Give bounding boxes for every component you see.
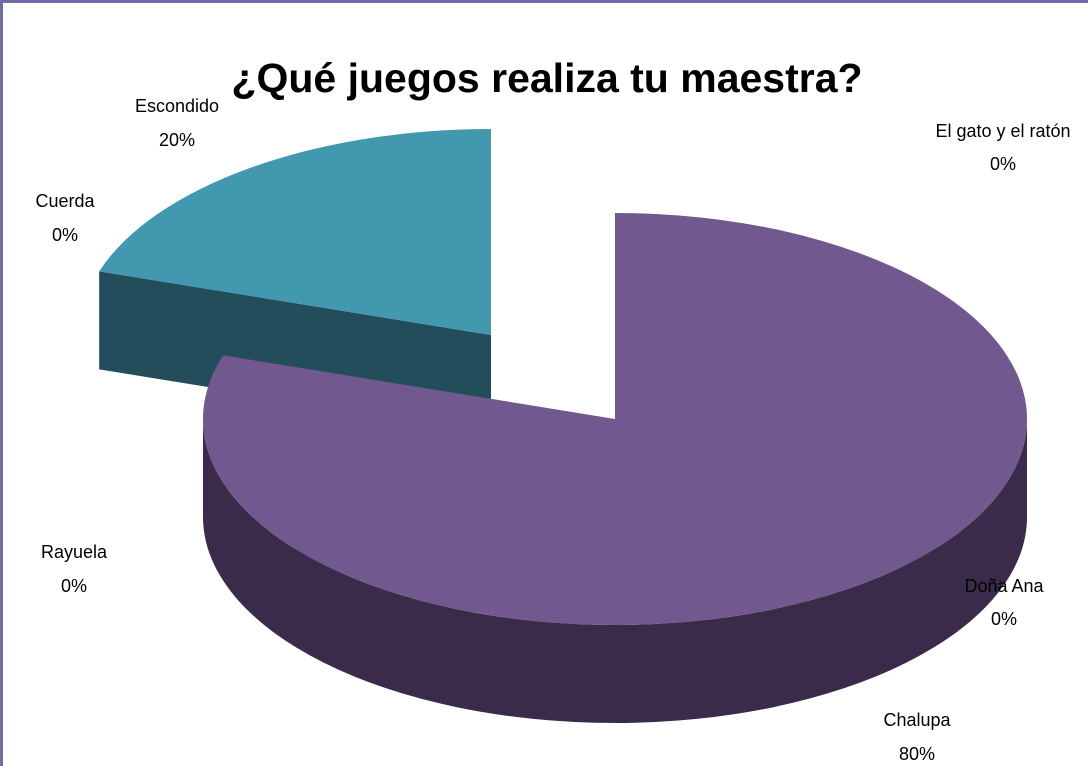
- label-cuerda: Cuerda: [35, 191, 95, 211]
- label-chalupa: Chalupa: [883, 710, 951, 730]
- pct-chalupa: 80%: [899, 744, 935, 764]
- slice-side-chalupa: [203, 419, 1027, 723]
- pct-cuerda: 0%: [52, 225, 78, 245]
- label-dona-ana: Doña Ana: [964, 576, 1044, 596]
- pie-chart: ¿Qué juegos realiza tu maestra? El gato …: [35, 55, 1070, 764]
- label-el-gato-y-el-raton: El gato y el ratón: [935, 121, 1070, 141]
- pct-rayuela: 0%: [61, 576, 87, 596]
- chart-title: ¿Qué juegos realiza tu maestra?: [231, 55, 862, 101]
- slice-escondido: [99, 129, 491, 335]
- slice-chalupa: [203, 213, 1027, 625]
- label-rayuela: Rayuela: [41, 542, 108, 562]
- pct-el-gato-y-el-raton: 0%: [990, 154, 1016, 174]
- pct-escondido: 20%: [159, 130, 195, 150]
- label-escondido: Escondido: [135, 96, 219, 116]
- pct-dona-ana: 0%: [991, 609, 1017, 629]
- data-labels: El gato y el ratón 0% Doña Ana 0% Chalup…: [35, 96, 1070, 764]
- pie-slices: [99, 129, 1027, 723]
